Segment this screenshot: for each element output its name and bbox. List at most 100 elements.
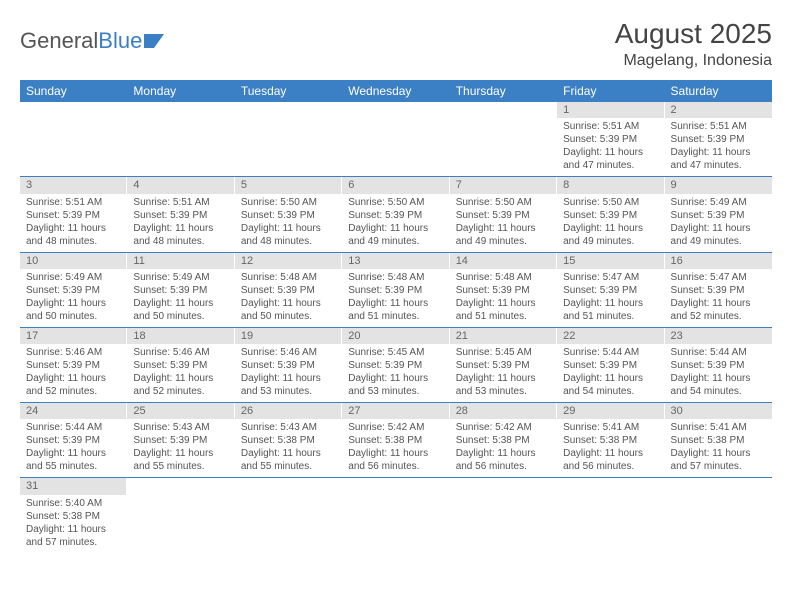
daylight-text: Daylight: 11 hours and 52 minutes. [133, 372, 228, 398]
day-number: 9 [665, 177, 772, 193]
sunrise-text: Sunrise: 5:51 AM [563, 120, 658, 133]
daylight-text: Daylight: 11 hours and 51 minutes. [563, 297, 658, 323]
day-number: 13 [342, 253, 449, 269]
daylight-text: Daylight: 11 hours and 56 minutes. [456, 447, 551, 473]
sunrise-text: Sunrise: 5:49 AM [671, 196, 766, 209]
day-details: Sunrise: 5:50 AMSunset: 5:39 PMDaylight:… [557, 194, 664, 252]
sunrise-text: Sunrise: 5:44 AM [563, 346, 658, 359]
sunset-text: Sunset: 5:39 PM [671, 284, 766, 297]
day-header: Thursday [450, 80, 557, 102]
sunrise-text: Sunrise: 5:50 AM [241, 196, 336, 209]
day-cell: 31Sunrise: 5:40 AMSunset: 5:38 PMDayligh… [20, 478, 127, 552]
day-number: 20 [342, 328, 449, 344]
day-cell: 26Sunrise: 5:43 AMSunset: 5:38 PMDayligh… [235, 403, 342, 477]
sunset-text: Sunset: 5:39 PM [241, 209, 336, 222]
day-cell [450, 478, 557, 552]
day-details: Sunrise: 5:50 AMSunset: 5:39 PMDaylight:… [342, 194, 449, 252]
day-cell [665, 478, 772, 552]
day-cell: 19Sunrise: 5:46 AMSunset: 5:39 PMDayligh… [235, 328, 342, 402]
sunset-text: Sunset: 5:39 PM [133, 359, 228, 372]
day-details: Sunrise: 5:51 AMSunset: 5:39 PMDaylight:… [665, 118, 772, 176]
sunrise-text: Sunrise: 5:46 AM [26, 346, 121, 359]
day-cell: 11Sunrise: 5:49 AMSunset: 5:39 PMDayligh… [127, 253, 234, 327]
day-details: Sunrise: 5:51 AMSunset: 5:39 PMDaylight:… [557, 118, 664, 176]
day-details: Sunrise: 5:45 AMSunset: 5:39 PMDaylight:… [450, 344, 557, 402]
day-details: Sunrise: 5:41 AMSunset: 5:38 PMDaylight:… [665, 419, 772, 477]
logo-text-2: Blue [98, 28, 142, 54]
daylight-text: Daylight: 11 hours and 49 minutes. [456, 222, 551, 248]
day-number: 12 [235, 253, 342, 269]
day-number: 30 [665, 403, 772, 419]
day-details: Sunrise: 5:46 AMSunset: 5:39 PMDaylight:… [20, 344, 127, 402]
day-details: Sunrise: 5:47 AMSunset: 5:39 PMDaylight:… [557, 269, 664, 327]
day-cell: 24Sunrise: 5:44 AMSunset: 5:39 PMDayligh… [20, 403, 127, 477]
day-details: Sunrise: 5:41 AMSunset: 5:38 PMDaylight:… [557, 419, 664, 477]
day-cell: 18Sunrise: 5:46 AMSunset: 5:39 PMDayligh… [127, 328, 234, 402]
logo-text-1: General [20, 28, 98, 54]
sunrise-text: Sunrise: 5:44 AM [26, 421, 121, 434]
day-details: Sunrise: 5:49 AMSunset: 5:39 PMDaylight:… [127, 269, 234, 327]
day-number: 28 [450, 403, 557, 419]
day-header-row: Sunday Monday Tuesday Wednesday Thursday… [20, 80, 772, 102]
calendar: Sunday Monday Tuesday Wednesday Thursday… [20, 80, 772, 553]
day-cell: 17Sunrise: 5:46 AMSunset: 5:39 PMDayligh… [20, 328, 127, 402]
sunrise-text: Sunrise: 5:51 AM [133, 196, 228, 209]
day-cell [127, 478, 234, 552]
daylight-text: Daylight: 11 hours and 50 minutes. [133, 297, 228, 323]
sunset-text: Sunset: 5:39 PM [26, 284, 121, 297]
daylight-text: Daylight: 11 hours and 53 minutes. [241, 372, 336, 398]
week-row: 10Sunrise: 5:49 AMSunset: 5:39 PMDayligh… [20, 253, 772, 328]
daylight-text: Daylight: 11 hours and 51 minutes. [456, 297, 551, 323]
daylight-text: Daylight: 11 hours and 57 minutes. [26, 523, 121, 549]
daylight-text: Daylight: 11 hours and 53 minutes. [456, 372, 551, 398]
day-details: Sunrise: 5:42 AMSunset: 5:38 PMDaylight:… [342, 419, 449, 477]
sunrise-text: Sunrise: 5:43 AM [133, 421, 228, 434]
week-row: 3Sunrise: 5:51 AMSunset: 5:39 PMDaylight… [20, 177, 772, 252]
daylight-text: Daylight: 11 hours and 56 minutes. [563, 447, 658, 473]
day-header: Saturday [665, 80, 772, 102]
day-details: Sunrise: 5:48 AMSunset: 5:39 PMDaylight:… [450, 269, 557, 327]
sunset-text: Sunset: 5:39 PM [348, 209, 443, 222]
day-details: Sunrise: 5:51 AMSunset: 5:39 PMDaylight:… [127, 194, 234, 252]
daylight-text: Daylight: 11 hours and 48 minutes. [241, 222, 336, 248]
day-header: Sunday [20, 80, 127, 102]
week-row: 31Sunrise: 5:40 AMSunset: 5:38 PMDayligh… [20, 478, 772, 552]
sunrise-text: Sunrise: 5:42 AM [348, 421, 443, 434]
day-cell: 29Sunrise: 5:41 AMSunset: 5:38 PMDayligh… [557, 403, 664, 477]
day-details: Sunrise: 5:49 AMSunset: 5:39 PMDaylight:… [665, 194, 772, 252]
day-cell: 2Sunrise: 5:51 AMSunset: 5:39 PMDaylight… [665, 102, 772, 176]
sunrise-text: Sunrise: 5:40 AM [26, 497, 121, 510]
sunset-text: Sunset: 5:39 PM [133, 209, 228, 222]
sunset-text: Sunset: 5:39 PM [563, 209, 658, 222]
day-number: 14 [450, 253, 557, 269]
month-title: August 2025 [615, 18, 772, 50]
day-cell: 12Sunrise: 5:48 AMSunset: 5:39 PMDayligh… [235, 253, 342, 327]
sunset-text: Sunset: 5:39 PM [348, 284, 443, 297]
sunset-text: Sunset: 5:39 PM [348, 359, 443, 372]
sunrise-text: Sunrise: 5:43 AM [241, 421, 336, 434]
sunrise-text: Sunrise: 5:50 AM [563, 196, 658, 209]
sunrise-text: Sunrise: 5:49 AM [26, 271, 121, 284]
daylight-text: Daylight: 11 hours and 54 minutes. [563, 372, 658, 398]
day-cell: 20Sunrise: 5:45 AMSunset: 5:39 PMDayligh… [342, 328, 449, 402]
day-details: Sunrise: 5:44 AMSunset: 5:39 PMDaylight:… [20, 419, 127, 477]
daylight-text: Daylight: 11 hours and 54 minutes. [671, 372, 766, 398]
sunset-text: Sunset: 5:39 PM [456, 284, 551, 297]
day-details: Sunrise: 5:50 AMSunset: 5:39 PMDaylight:… [235, 194, 342, 252]
day-cell: 16Sunrise: 5:47 AMSunset: 5:39 PMDayligh… [665, 253, 772, 327]
sunrise-text: Sunrise: 5:48 AM [241, 271, 336, 284]
sunset-text: Sunset: 5:38 PM [241, 434, 336, 447]
day-details: Sunrise: 5:46 AMSunset: 5:39 PMDaylight:… [127, 344, 234, 402]
daylight-text: Daylight: 11 hours and 55 minutes. [241, 447, 336, 473]
daylight-text: Daylight: 11 hours and 49 minutes. [671, 222, 766, 248]
day-details: Sunrise: 5:51 AMSunset: 5:39 PMDaylight:… [20, 194, 127, 252]
day-cell: 22Sunrise: 5:44 AMSunset: 5:39 PMDayligh… [557, 328, 664, 402]
day-cell [342, 102, 449, 176]
day-details: Sunrise: 5:46 AMSunset: 5:39 PMDaylight:… [235, 344, 342, 402]
sunrise-text: Sunrise: 5:41 AM [671, 421, 766, 434]
daylight-text: Daylight: 11 hours and 52 minutes. [26, 372, 121, 398]
sunset-text: Sunset: 5:39 PM [671, 133, 766, 146]
logo: GeneralBlue [20, 18, 166, 54]
day-cell: 14Sunrise: 5:48 AMSunset: 5:39 PMDayligh… [450, 253, 557, 327]
day-number: 5 [235, 177, 342, 193]
